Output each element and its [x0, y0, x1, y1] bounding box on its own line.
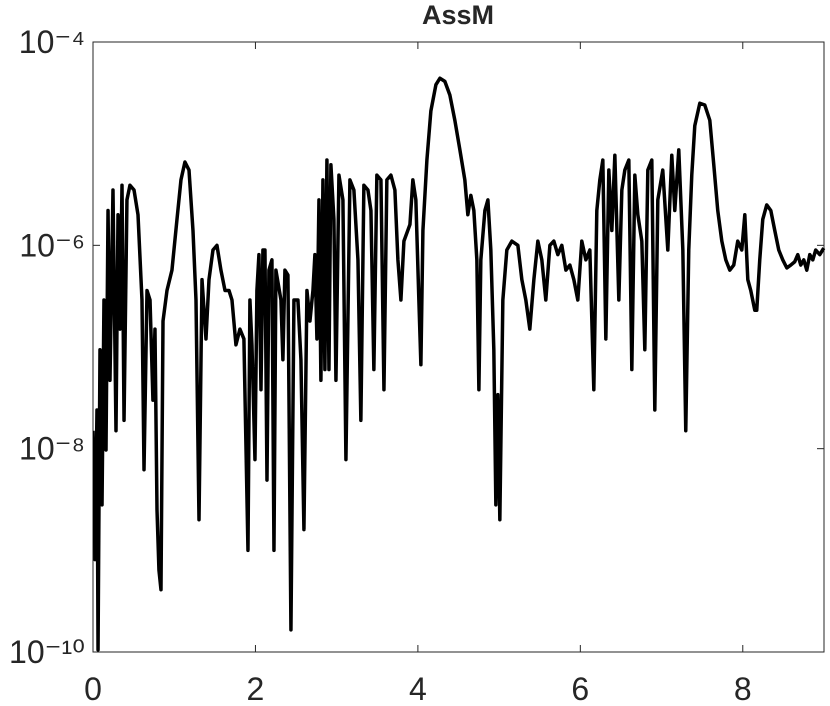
- x-tick-label: 6: [571, 671, 589, 706]
- y-tick-label: 10⁻⁸: [19, 431, 85, 467]
- y-tick-label: 10⁻¹⁰: [9, 634, 85, 670]
- y-tick-label: 10⁻⁴: [19, 24, 85, 60]
- plot-frame: [92, 41, 825, 653]
- data-line: [93, 76, 826, 652]
- x-tick-label: 4: [409, 671, 427, 706]
- x-tick-label: 0: [84, 671, 102, 706]
- x-tick-label: 8: [734, 671, 752, 706]
- x-tick-label: 2: [247, 671, 265, 706]
- y-tick-label: 10⁻⁶: [19, 227, 85, 263]
- chart-title: AssM: [422, 0, 494, 30]
